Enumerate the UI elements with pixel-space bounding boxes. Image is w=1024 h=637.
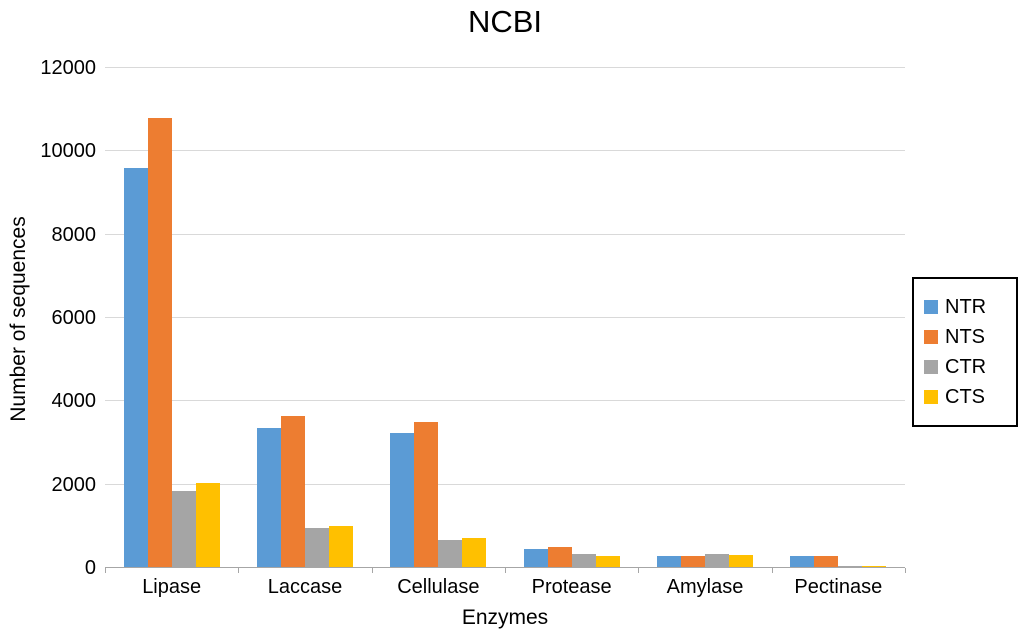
y-tick-label: 6000: [51, 307, 97, 329]
bar-nts-cellulase: [414, 422, 439, 568]
bar-ctr-laccase: [304, 528, 329, 568]
gridline: [105, 233, 905, 235]
bar-ctr-lipase: [171, 490, 196, 568]
y-tick-label: 12000: [40, 57, 96, 79]
bar-group-lipase: [105, 68, 238, 568]
legend-label: CTR: [945, 356, 987, 378]
bar-ntr-lipase: [123, 168, 148, 568]
x-axis-label: Enzymes: [461, 606, 549, 629]
x-tickmark: [105, 568, 106, 573]
y-tick-labels: 0 2000 4000 6000 8000 10000 12000: [0, 57, 97, 579]
bar-ntr-laccase: [256, 428, 281, 568]
bar-nts-amylase: [680, 555, 705, 568]
bar-ntr-amylase: [656, 556, 681, 568]
x-tick-label-cellulase: Cellulase: [397, 576, 480, 598]
x-tickmark: [371, 568, 373, 573]
gridline: [105, 317, 905, 318]
bar-ctr-pectinase: [838, 565, 863, 568]
bar-group-cellulase: [372, 68, 505, 568]
bar-cts-amylase: [728, 555, 753, 568]
legend-item-cts: CTS: [924, 387, 1004, 407]
bar-ntr-cellulase: [390, 432, 415, 568]
x-tickmark: [505, 568, 506, 573]
bar-cts-lipase: [195, 482, 220, 568]
bar-nts-pectinase: [814, 555, 839, 568]
bar-group-protease: [505, 68, 638, 568]
legend-item-nts: NTS: [924, 327, 1004, 347]
legend-label: NTR: [945, 296, 987, 318]
x-tick-label-amylase: Amylase: [666, 576, 744, 598]
x-axis-line: [105, 567, 905, 568]
x-tick-labels: Lipase Laccase Cellulase Protease Amylase Pec…: [105, 576, 905, 599]
plot-area: [105, 67, 906, 573]
bar-ctr-amylase: [704, 554, 729, 568]
x-tickmark: [905, 568, 906, 573]
y-tick-label: 4000: [51, 390, 97, 413]
y-tick-label: 0: [84, 557, 96, 579]
bar-cts-protease: [595, 555, 620, 568]
chart-title: NCBI: [467, 4, 543, 39]
x-tickmark: [238, 568, 240, 573]
legend-label: NTS: [945, 326, 985, 348]
legend-swatch-icon: [924, 330, 938, 344]
x-tick-label-laccase: Laccase: [267, 576, 343, 598]
legend-label: CTS: [945, 386, 985, 408]
bars: [105, 68, 905, 568]
bar-ctr-protease: [571, 554, 596, 568]
bar-ctr-cellulase: [438, 539, 463, 568]
gridline: [105, 400, 905, 402]
x-tick-label-protease: Protease: [531, 576, 612, 598]
bar-ntr-protease: [523, 548, 548, 568]
bar-ntr-pectinase: [790, 556, 815, 568]
legend-swatch-icon: [924, 390, 938, 404]
y-tick-label: 10000: [40, 140, 96, 163]
bar-nts-lipase: [147, 118, 172, 568]
legend-swatch-icon: [924, 300, 938, 314]
legend-swatch-icon: [924, 360, 938, 374]
y-tick-label: 2000: [51, 473, 97, 496]
gridline: [105, 483, 905, 485]
bar-cts-cellulase: [462, 538, 487, 568]
bar-group-laccase: [238, 68, 371, 568]
bar-group-pectinase: [772, 68, 905, 568]
gridline: [105, 67, 905, 68]
x-tick-label-lipase: Lipase: [142, 576, 202, 598]
bar-cts-laccase: [328, 525, 353, 568]
x-tickmark: [638, 568, 640, 573]
bar-nts-protease: [547, 546, 572, 568]
legend: NTR NTS CTR CTS: [912, 277, 1018, 427]
legend-item-ctr: CTR: [924, 357, 1004, 377]
y-tick-label: 8000: [51, 223, 97, 246]
x-tickmark: [771, 568, 773, 573]
bar-group-amylase: [638, 68, 771, 568]
bar-nts-laccase: [280, 415, 305, 568]
x-tick-label-pectinase: Pectinase: [794, 576, 883, 598]
legend-item-ntr: NTR: [924, 297, 1004, 317]
gridline: [105, 150, 905, 152]
